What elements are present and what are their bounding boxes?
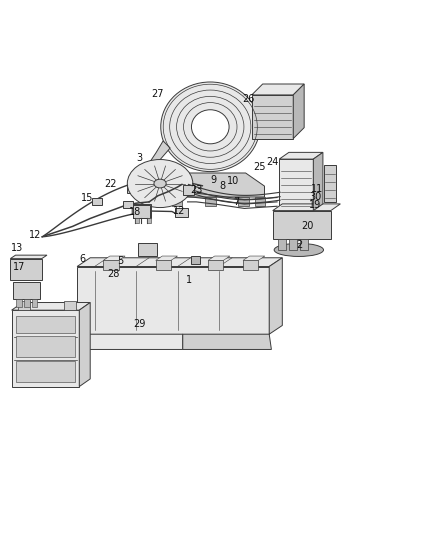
Bar [273,211,331,239]
Text: 10: 10 [227,176,240,186]
Bar [191,256,200,264]
Bar [12,310,79,386]
Bar [16,361,75,382]
Text: 3: 3 [137,153,143,163]
Bar [208,261,223,270]
Bar [133,205,150,219]
Text: 28: 28 [107,269,120,279]
Text: 13: 13 [11,243,23,253]
Bar [243,261,258,270]
Text: 30: 30 [310,192,322,201]
Polygon shape [238,197,248,206]
Polygon shape [313,152,323,211]
Bar [123,200,133,207]
Ellipse shape [127,159,193,207]
Bar [16,336,75,357]
Bar [300,239,307,250]
Polygon shape [147,141,170,172]
Bar [183,185,194,195]
Bar [16,299,21,307]
Bar [138,244,156,256]
Bar [16,316,75,333]
Bar [324,165,336,202]
Text: 15: 15 [81,192,93,203]
Polygon shape [208,256,230,261]
Ellipse shape [274,244,324,256]
Polygon shape [293,84,304,139]
Text: 27: 27 [151,89,163,99]
Polygon shape [183,334,272,350]
Bar [77,266,269,334]
Bar [278,239,286,250]
Bar [13,282,40,299]
Bar [133,204,151,217]
Text: 29: 29 [133,319,146,329]
Polygon shape [269,258,283,334]
Polygon shape [279,152,323,159]
Text: 1: 1 [186,276,192,286]
Polygon shape [254,197,265,206]
Text: 11: 11 [311,184,323,194]
Bar [32,299,37,307]
Polygon shape [166,173,265,197]
Bar [175,208,187,217]
Text: 8: 8 [219,181,226,191]
Polygon shape [12,303,90,310]
Text: 9: 9 [210,175,216,185]
Polygon shape [64,334,183,350]
Bar [103,261,119,270]
Polygon shape [77,258,283,266]
Ellipse shape [161,82,260,172]
Polygon shape [18,301,30,310]
Polygon shape [155,256,177,261]
Text: 2: 2 [297,240,303,249]
Bar [147,219,151,223]
Bar [289,239,297,250]
Ellipse shape [191,110,229,144]
Polygon shape [127,183,193,193]
Bar [155,261,171,270]
Text: 22: 22 [105,180,117,189]
Polygon shape [172,197,183,206]
Text: 17: 17 [13,262,25,272]
Text: 12: 12 [28,230,41,240]
Polygon shape [11,255,47,259]
Text: 19: 19 [309,200,321,211]
Text: 26: 26 [242,94,254,104]
Polygon shape [243,256,265,261]
Text: 5: 5 [118,256,124,266]
Polygon shape [205,197,215,206]
Polygon shape [273,204,340,211]
Bar [279,159,313,211]
Text: 25: 25 [253,162,265,172]
Bar [252,95,293,139]
Text: 18: 18 [129,207,141,217]
Polygon shape [79,303,90,386]
Polygon shape [252,84,304,95]
Polygon shape [103,256,125,261]
Bar [11,259,42,280]
Bar [24,299,29,307]
Bar [135,219,139,223]
Text: 6: 6 [80,254,86,264]
Text: 7: 7 [233,197,240,207]
Text: 20: 20 [301,221,313,231]
Text: 23: 23 [190,185,202,195]
Ellipse shape [154,179,166,188]
Bar [92,198,102,205]
Text: 24: 24 [266,157,279,167]
Polygon shape [64,301,76,310]
Text: 12: 12 [173,206,185,216]
